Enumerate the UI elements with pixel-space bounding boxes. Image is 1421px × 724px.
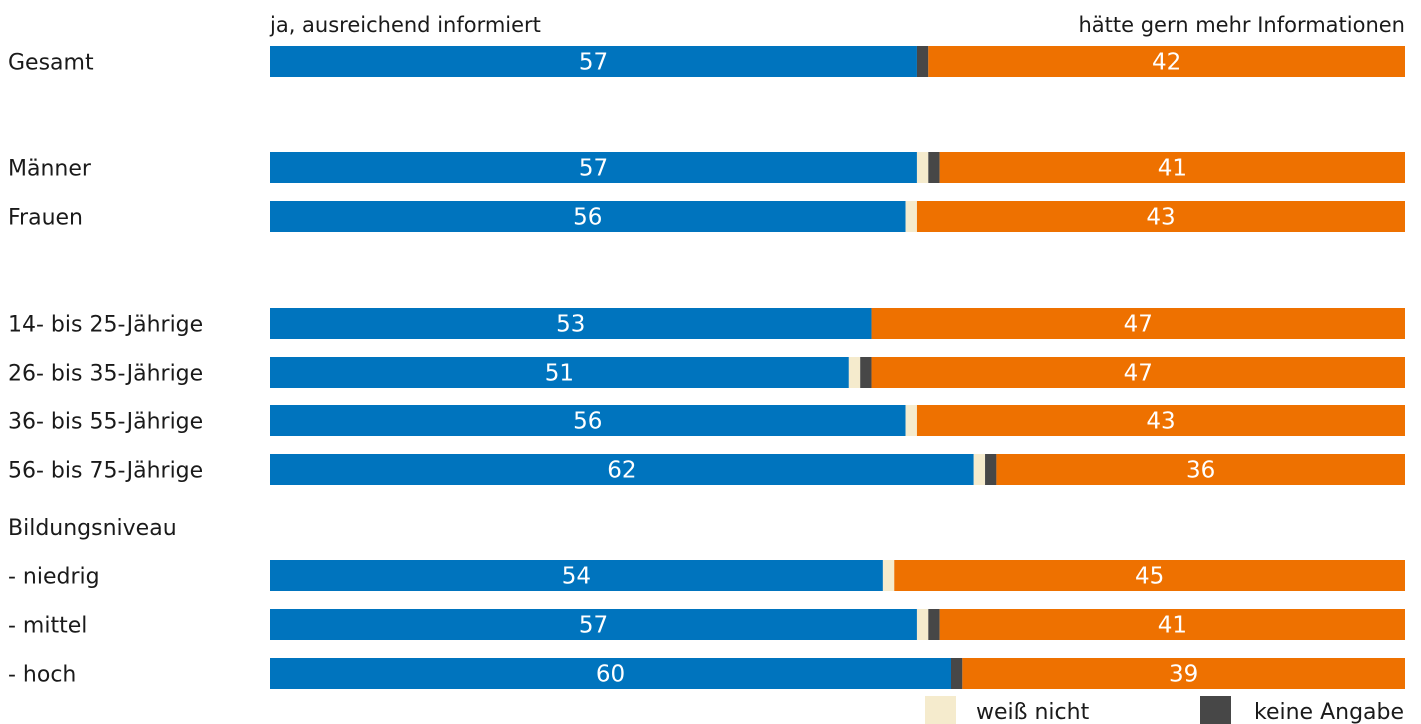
data-label: 45 [1135, 564, 1164, 590]
bar-segment [882, 560, 895, 591]
bar-row: Männer 57 41 [8, 152, 1405, 183]
bar-segment [973, 454, 986, 485]
data-label: 62 [607, 458, 636, 484]
bar-segment [894, 560, 1405, 591]
bar-row: 26- bis 35-Jährige 51 47 [8, 357, 1405, 388]
data-label: 41 [1158, 613, 1187, 639]
legend-swatch [925, 696, 956, 724]
data-label: 36 [1186, 458, 1215, 484]
category-label: Gesamt [8, 51, 94, 76]
header-right-label: hätte gern mehr Informationen [1078, 13, 1405, 37]
bar-segment [962, 658, 1405, 689]
bar-segment [270, 152, 917, 183]
bar-segment [871, 357, 1405, 388]
data-label: 43 [1146, 205, 1175, 231]
bar-segment [270, 454, 974, 485]
bar-segment [928, 152, 940, 183]
bar-segment [848, 357, 861, 388]
category-label: Frauen [8, 206, 83, 231]
bar-segment [270, 658, 951, 689]
bar-segment [860, 357, 872, 388]
data-label: 54 [562, 564, 591, 590]
bar-segment [270, 357, 849, 388]
bar-row: 14- bis 25-Jährige 53 47 [8, 308, 1405, 339]
data-label: 43 [1146, 409, 1175, 435]
category-label: 26- bis 35-Jährige [8, 362, 203, 387]
bar-row: 56- bis 75-Jährige 62 36 [8, 454, 1405, 485]
category-label: 14- bis 25-Jährige [8, 313, 203, 338]
bar-segment [939, 152, 1405, 183]
category-label: 36- bis 55-Jährige [8, 410, 203, 435]
bar-row: - niedrig 54 45 [8, 560, 1405, 591]
legend-item: weiß nicht [925, 696, 1090, 724]
bar-row: 36- bis 55-Jährige 56 43 [8, 405, 1405, 436]
bar-segment [905, 201, 917, 232]
section-heading: Bildungsniveau [8, 516, 177, 541]
legend-label: weiß nicht [976, 700, 1090, 724]
data-label: 57 [579, 613, 608, 639]
bar-row: - hoch 60 39 [8, 658, 1405, 689]
data-label: 47 [1124, 312, 1153, 338]
data-label: 39 [1169, 662, 1198, 688]
bar-segment [928, 46, 1405, 77]
bar-segment [270, 308, 872, 339]
bar-segment [951, 658, 963, 689]
data-label: 51 [545, 361, 574, 387]
bar-segment [270, 201, 906, 232]
category-label: - mittel [8, 614, 87, 639]
bar-segment [916, 152, 929, 183]
category-label: - niedrig [8, 565, 100, 590]
bar-row: Frauen 56 43 [8, 201, 1405, 232]
bar-segment [928, 609, 940, 640]
bar-row: - mittel 57 41 [8, 609, 1405, 640]
bar-segment [916, 405, 1405, 436]
data-label: 42 [1152, 50, 1181, 76]
bar-segment [916, 609, 929, 640]
category-label: - hoch [8, 663, 76, 688]
bar-segment [905, 405, 917, 436]
bar-segment [871, 308, 1405, 339]
bar-segment [270, 560, 883, 591]
data-label: 53 [556, 312, 585, 338]
bar-segment [939, 609, 1405, 640]
legend-swatch [1200, 696, 1231, 724]
data-label: 41 [1158, 156, 1187, 182]
bar-segment [996, 454, 1405, 485]
category-label: Männer [8, 157, 92, 182]
bar-rows: Gesamt 57 42 Männer 57 41 Frauen 56 43 14- bis 25… [8, 46, 1405, 689]
header-left-label: ja, ausreichend informiert [269, 13, 541, 37]
bar-segment [985, 454, 997, 485]
data-label: 57 [579, 156, 608, 182]
bar-segment [916, 46, 929, 77]
category-label: 56- bis 75-Jährige [8, 459, 203, 484]
bar-segment [916, 201, 1405, 232]
data-label: 47 [1124, 361, 1153, 387]
data-label: 56 [573, 409, 602, 435]
data-label: 57 [579, 50, 608, 76]
legend-item: keine Angabe [1200, 696, 1404, 724]
data-label: 56 [573, 205, 602, 231]
legend-label: keine Angabe [1254, 700, 1404, 724]
bar-segment [270, 609, 917, 640]
bar-segment [270, 405, 906, 436]
bar-segment [270, 46, 917, 77]
legend: weiß nicht keine Angabe [925, 696, 1404, 724]
bar-row: Gesamt 57 42 [8, 46, 1405, 77]
data-label: 60 [596, 662, 625, 688]
